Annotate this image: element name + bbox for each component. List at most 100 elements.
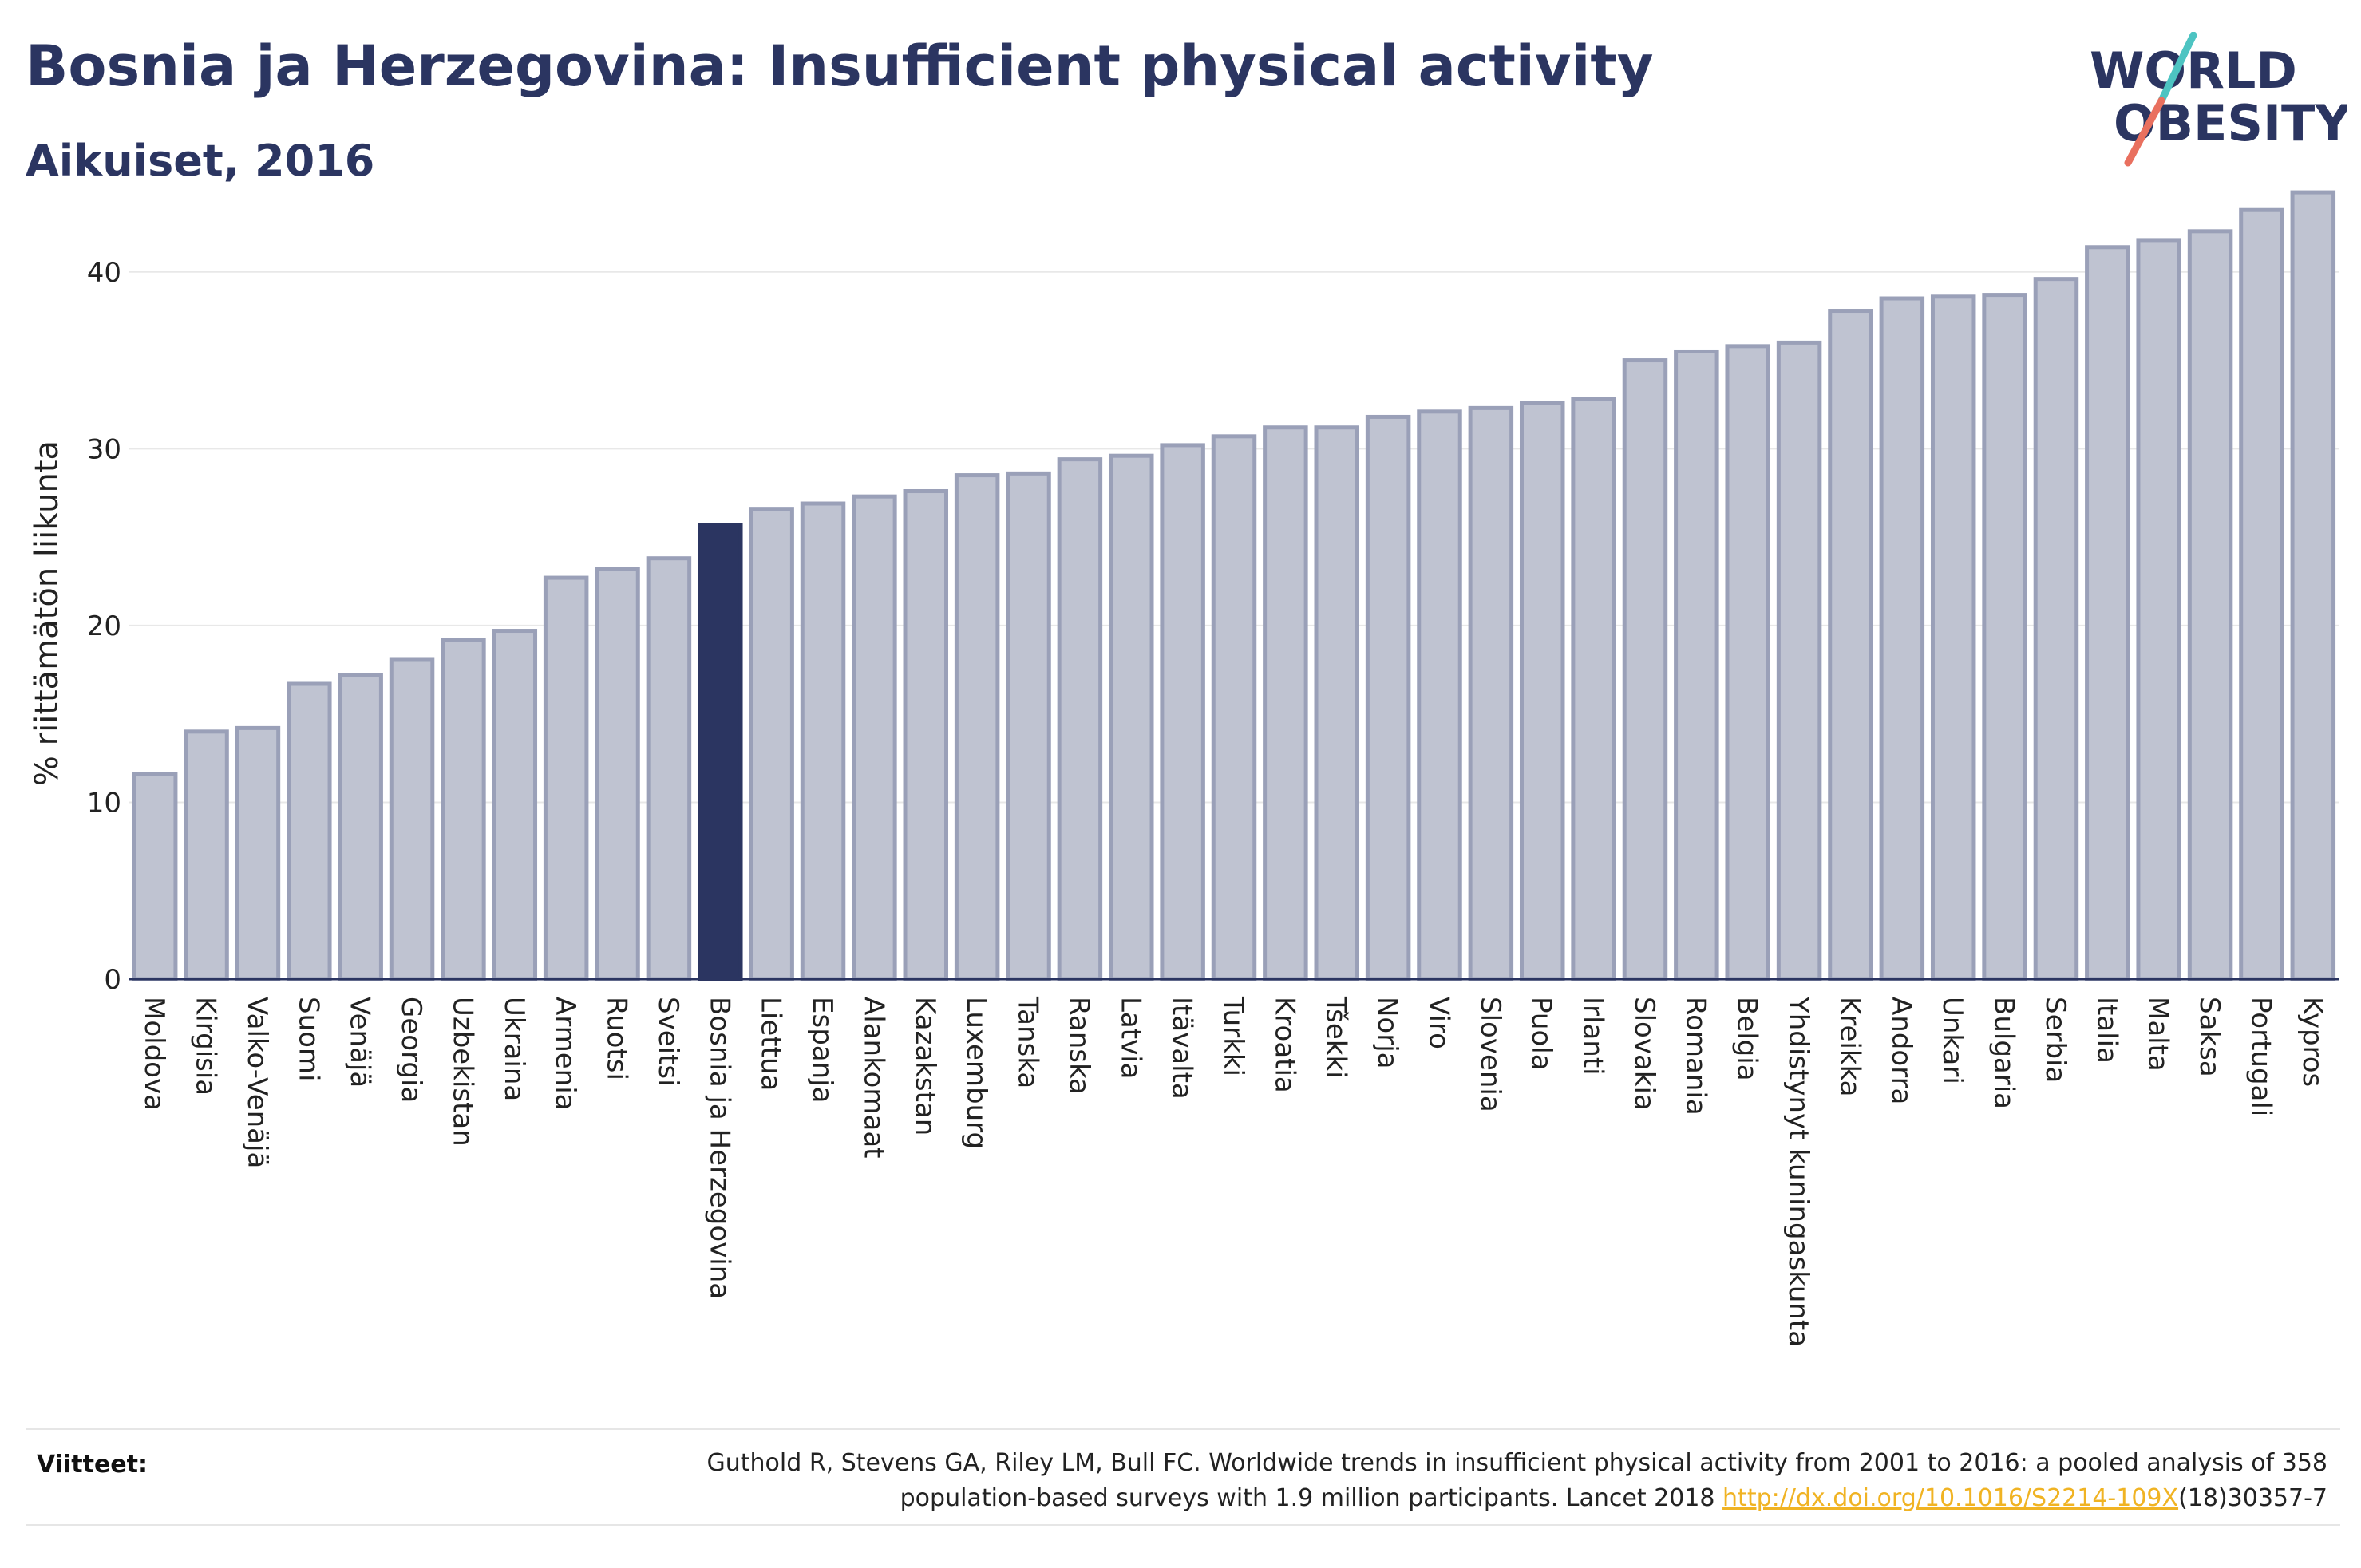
x-category-label: Italia	[2090, 997, 2122, 1064]
x-category-label: Suomi	[292, 997, 324, 1082]
bar	[1109, 453, 1154, 981]
bar-chart: 0 10 20 30 40 Moldova Kirgisia Valko-Venäjä Suo…	[29, 190, 2339, 1347]
y-tick-label: 10	[87, 787, 121, 819]
bar	[646, 556, 692, 981]
x-category-label: Tanska	[1012, 996, 1044, 1088]
x-category-label: Turkki	[1217, 996, 1249, 1076]
x-category-label: Itävalta	[1166, 997, 1198, 1100]
bar	[2085, 245, 2130, 981]
bar	[852, 494, 897, 981]
x-category-label: Unkari	[1936, 997, 1968, 1084]
bar	[800, 501, 846, 981]
bar	[1982, 293, 2027, 981]
x-category-label: Kreikka	[1833, 997, 1865, 1097]
x-category-label: Espanja	[806, 997, 838, 1103]
x-category-label: Viro	[1422, 997, 1454, 1049]
y-tick-label: 20	[87, 610, 121, 642]
footer-divider-top	[26, 1428, 2340, 1430]
x-category-label: Bulgaria	[1988, 997, 2020, 1109]
chart-title: Bosnia ja Herzegovina: Insufficient phys…	[26, 34, 1654, 99]
bar	[1417, 409, 1462, 981]
bar	[1776, 340, 1822, 981]
bar	[1365, 414, 1411, 981]
x-category-label: Valko-Venäjä	[241, 997, 273, 1168]
bar	[1057, 457, 1103, 981]
bar	[2136, 238, 2181, 981]
x-category-label: Ruotsi	[601, 997, 633, 1080]
y-tick-label: 0	[104, 964, 121, 996]
bar	[1571, 397, 1616, 981]
x-category-label: Moldova	[138, 997, 170, 1111]
bar	[749, 507, 794, 981]
bar	[441, 638, 486, 981]
reference-doi-link[interactable]: http://dx.doi.org/10.1016/S2214-109X	[1722, 1484, 2179, 1512]
bar	[1314, 425, 1359, 981]
world-obesity-logo: WORLD OBESITY	[2090, 32, 2347, 167]
bar	[698, 523, 743, 981]
x-category-label: Ukraina	[498, 997, 530, 1101]
bar	[1725, 344, 1770, 981]
bar	[1263, 425, 1308, 981]
x-category-label: Kirgisia	[190, 997, 222, 1096]
bar	[1828, 309, 1873, 981]
x-category-label: Armenia	[549, 997, 581, 1111]
bar	[1930, 294, 1976, 981]
references-text: Guthold R, Stevens GA, Riley LM, Bull FC…	[492, 1446, 2327, 1516]
x-category-label: Saksa	[2193, 997, 2225, 1077]
reference-line-2: population-based surveys with 1.9 millio…	[492, 1481, 2327, 1516]
y-tick-label: 40	[87, 257, 121, 289]
bar	[389, 657, 435, 981]
bar	[1879, 296, 1925, 981]
x-category-label: Romania	[1679, 997, 1711, 1116]
y-tick-label: 30	[87, 433, 121, 465]
x-category-label: Ranska	[1063, 997, 1095, 1095]
x-category-label: Malta	[2142, 997, 2174, 1072]
bars	[132, 190, 2336, 981]
bar	[1468, 405, 1514, 981]
x-category-labels: Moldova Kirgisia Valko-Venäjä Suomi Venäjä Ge…	[138, 996, 2328, 1347]
reference-line-2-end: (18)30357-7	[2178, 1484, 2327, 1512]
bar	[543, 575, 589, 981]
bar	[1622, 358, 1668, 981]
bar	[2239, 207, 2284, 981]
y-tick-labels: 0 10 20 30 40	[87, 257, 121, 996]
bar	[2033, 277, 2079, 981]
bar	[2290, 190, 2336, 981]
x-category-label: Tšekki	[1320, 996, 1352, 1079]
x-category-label: Irlanti	[1577, 997, 1609, 1076]
x-category-label: Slovenia	[1474, 997, 1506, 1112]
bar	[287, 681, 332, 981]
x-category-label: Andorra	[1885, 997, 1917, 1104]
logo-word-1: WORLD	[2090, 41, 2297, 100]
x-category-label: Kazakstan	[909, 997, 941, 1136]
bar	[1006, 471, 1051, 981]
bar	[1160, 443, 1205, 981]
x-category-label: Serbia	[2039, 997, 2071, 1083]
x-category-label: Norja	[1371, 997, 1403, 1069]
logo-slash-top	[2157, 32, 2197, 105]
chart-subtitle: Aikuiset, 2016	[26, 136, 375, 186]
reference-line-1: Guthold R, Stevens GA, Riley LM, Bull FC…	[706, 1449, 2327, 1477]
y-axis-label: % riittämätön liikunta	[29, 440, 65, 786]
bar	[595, 567, 640, 981]
bar	[492, 629, 538, 981]
x-category-label: Liettua	[755, 997, 787, 1091]
reference-line-2-start: population-based surveys with 1.9 millio…	[900, 1484, 1723, 1512]
bar	[184, 729, 229, 981]
bar	[2187, 229, 2233, 981]
x-category-label: Bosnia ja Herzegovina	[703, 997, 735, 1299]
footer-divider-bottom	[26, 1524, 2340, 1526]
bar	[1211, 434, 1257, 981]
bar	[954, 473, 1000, 981]
x-category-label: Sveitsi	[652, 997, 684, 1087]
bar	[338, 673, 383, 981]
x-category-label: Georgia	[395, 997, 427, 1103]
x-category-label: Latvia	[1114, 997, 1146, 1080]
x-category-label: Portugali	[2244, 997, 2276, 1116]
x-category-label: Luxemburg	[960, 997, 992, 1149]
x-category-label: Venäjä	[344, 997, 376, 1088]
bar	[132, 772, 178, 981]
x-category-label: Puola	[1525, 997, 1557, 1071]
x-category-label: Kroatia	[1268, 997, 1300, 1093]
bar	[1519, 401, 1565, 981]
